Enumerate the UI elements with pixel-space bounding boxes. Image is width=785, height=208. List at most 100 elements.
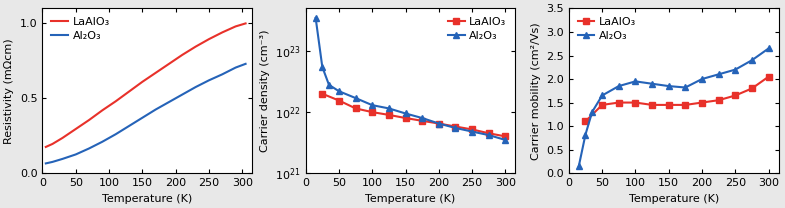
- LaAlO₃: [597, 104, 607, 106]
- LaAlO₃: [334, 99, 344, 102]
- Line: LaAlO₃: LaAlO₃: [582, 74, 772, 124]
- Legend: LaAlO₃, Al₂O₃: LaAlO₃, Al₂O₃: [48, 14, 113, 44]
- Al₂O₃: [681, 86, 690, 89]
- Al₂O₃: [71, 153, 81, 156]
- Al₂O₃: [241, 63, 250, 65]
- Al₂O₃: [111, 133, 120, 135]
- LaAlO₃: [581, 120, 590, 123]
- LaAlO₃: [367, 111, 377, 113]
- LaAlO₃: [648, 104, 657, 106]
- Al₂O₃: [587, 111, 597, 113]
- LaAlO₃: [124, 90, 133, 93]
- LaAlO₃: [714, 99, 723, 102]
- LaAlO₃: [731, 94, 740, 97]
- Al₂O₃: [318, 66, 327, 68]
- LaAlO₃: [48, 143, 57, 145]
- Al₂O₃: [58, 158, 68, 160]
- Al₂O₃: [177, 93, 187, 96]
- LaAlO₃: [501, 135, 510, 138]
- Al₂O₃: [764, 47, 773, 50]
- LaAlO₃: [177, 54, 187, 56]
- Al₂O₃: [747, 59, 757, 61]
- X-axis label: Temperature (K): Temperature (K): [365, 194, 455, 204]
- Legend: LaAlO₃, Al₂O₃: LaAlO₃, Al₂O₃: [445, 14, 509, 44]
- LaAlO₃: [41, 146, 50, 148]
- Al₂O₃: [384, 107, 393, 110]
- Al₂O₃: [714, 73, 723, 76]
- Al₂O₃: [614, 85, 623, 87]
- LaAlO₃: [467, 128, 476, 131]
- LaAlO₃: [58, 137, 68, 139]
- LaAlO₃: [418, 120, 427, 122]
- Al₂O₃: [501, 139, 510, 141]
- LaAlO₃: [241, 22, 250, 25]
- LaAlO₃: [318, 93, 327, 95]
- Al₂O₃: [191, 86, 200, 88]
- LaAlO₃: [217, 31, 227, 34]
- Legend: LaAlO₃, Al₂O₃: LaAlO₃, Al₂O₃: [575, 14, 640, 44]
- Al₂O₃: [484, 134, 494, 136]
- X-axis label: Temperature (K): Temperature (K): [102, 194, 192, 204]
- LaAlO₃: [664, 104, 674, 106]
- Al₂O₃: [467, 130, 476, 133]
- Al₂O₃: [697, 78, 706, 80]
- Al₂O₃: [630, 80, 640, 83]
- LaAlO₃: [164, 63, 173, 65]
- LaAlO₃: [384, 114, 393, 116]
- Al₂O₃: [664, 85, 674, 87]
- LaAlO₃: [401, 117, 411, 119]
- Al₂O₃: [351, 97, 360, 99]
- Al₂O₃: [164, 101, 173, 103]
- LaAlO₃: [697, 101, 706, 104]
- Al₂O₃: [434, 122, 444, 125]
- Al₂O₃: [731, 68, 740, 71]
- LaAlO₃: [85, 119, 94, 121]
- Y-axis label: Carrier density (cm⁻³): Carrier density (cm⁻³): [260, 30, 270, 152]
- Al₂O₃: [151, 108, 160, 111]
- Al₂O₃: [48, 161, 57, 163]
- Al₂O₃: [597, 94, 607, 97]
- Al₂O₃: [418, 117, 427, 119]
- Line: LaAlO₃: LaAlO₃: [46, 24, 246, 147]
- LaAlO₃: [191, 45, 200, 48]
- Al₂O₃: [231, 66, 240, 69]
- LaAlO₃: [204, 38, 214, 40]
- Al₂O₃: [401, 112, 411, 115]
- LaAlO₃: [137, 80, 147, 83]
- LaAlO₃: [451, 125, 460, 128]
- Y-axis label: Resistivity (mΩcm): Resistivity (mΩcm): [5, 38, 14, 144]
- LaAlO₃: [630, 101, 640, 104]
- Line: LaAlO₃: LaAlO₃: [319, 91, 508, 139]
- Al₂O₃: [367, 104, 377, 106]
- Al₂O₃: [124, 125, 133, 127]
- Al₂O₃: [97, 140, 107, 143]
- Al₂O₃: [311, 17, 320, 19]
- LaAlO₃: [747, 87, 757, 90]
- LaAlO₃: [484, 132, 494, 135]
- Al₂O₃: [334, 90, 344, 93]
- Al₂O₃: [324, 84, 334, 86]
- LaAlO₃: [764, 76, 773, 78]
- LaAlO₃: [111, 100, 120, 103]
- Al₂O₃: [217, 73, 227, 76]
- Al₂O₃: [137, 116, 147, 119]
- LaAlO₃: [351, 107, 360, 110]
- LaAlO₃: [97, 109, 107, 111]
- Y-axis label: Carrier mobility (cm²/Vs): Carrier mobility (cm²/Vs): [531, 22, 541, 160]
- Al₂O₃: [451, 127, 460, 129]
- LaAlO₃: [614, 101, 623, 104]
- Line: Al₂O₃: Al₂O₃: [576, 46, 772, 169]
- Al₂O₃: [648, 83, 657, 85]
- Al₂O₃: [204, 79, 214, 82]
- Line: Al₂O₃: Al₂O₃: [313, 15, 508, 143]
- Al₂O₃: [581, 133, 590, 136]
- X-axis label: Temperature (K): Temperature (K): [629, 194, 719, 204]
- LaAlO₃: [231, 25, 240, 28]
- LaAlO₃: [71, 128, 81, 130]
- LaAlO₃: [151, 72, 160, 74]
- Al₂O₃: [574, 165, 583, 167]
- Line: Al₂O₃: Al₂O₃: [46, 64, 246, 163]
- LaAlO₃: [434, 122, 444, 125]
- Al₂O₃: [41, 162, 50, 165]
- LaAlO₃: [681, 104, 690, 106]
